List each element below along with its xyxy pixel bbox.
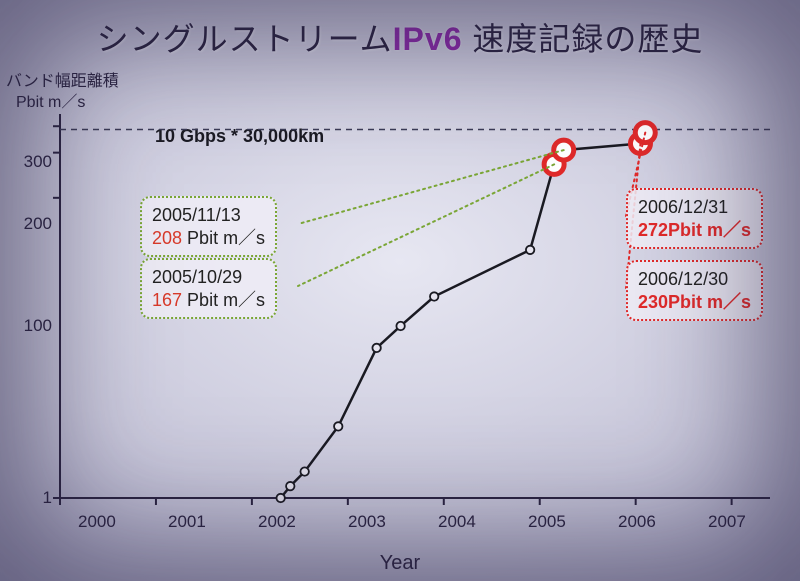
annotation-unit: Pbit m／s [668,220,751,240]
slide: シングルストリームIPv6 速度記録の歴史 バンド幅距離積 Pbit m／s 1… [0,0,800,581]
annotation-date: 2006/12/30 [638,269,728,289]
annotation-unit: Pbit m／s [668,292,751,312]
annotation-2005-11-13: 2005/11/13 208 Pbit m／s [140,196,277,257]
annotation-value: 167 [152,290,182,310]
annotation-2005-10-29: 2005/10/29 167 Pbit m／s [140,258,277,319]
annotation-date: 2006/12/31 [638,197,728,217]
annotation-value: 272 [638,220,668,240]
annotation-2006-12-30: 2006/12/30 230Pbit m／s [626,260,763,321]
annotation-value: 208 [152,228,182,248]
annotation-unit: Pbit m／s [182,228,265,248]
annotation-unit: Pbit m／s [182,290,265,310]
annotation-2006-12-31: 2006/12/31 272Pbit m／s [626,188,763,249]
annotation-value: 230 [638,292,668,312]
annotation-date: 2005/10/29 [152,267,242,287]
annotation-date: 2005/11/13 [152,205,241,225]
